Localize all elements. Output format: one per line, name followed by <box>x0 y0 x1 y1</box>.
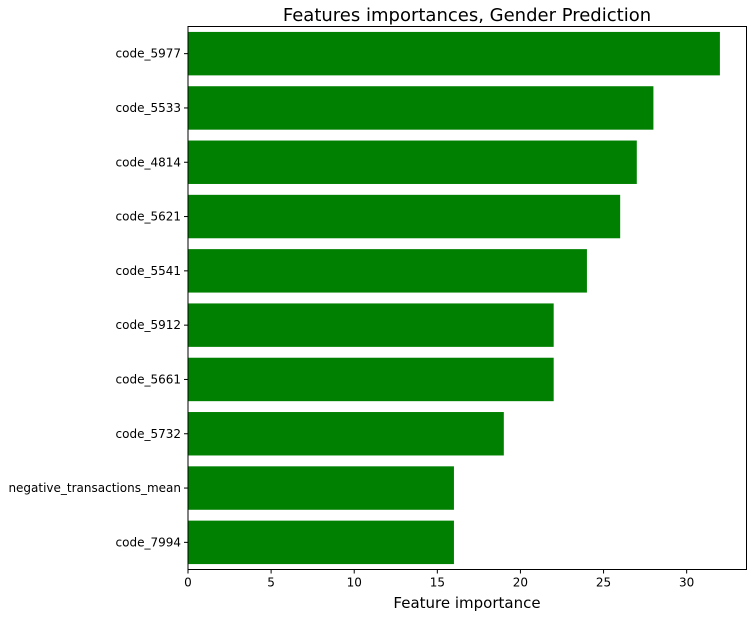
y-tick-label: code_4814 <box>116 155 181 169</box>
bar-code-5912 <box>188 303 554 347</box>
y-axis-ticks: code_5977 code_5533 code_4814 code_5621code… <box>8 47 188 549</box>
bar-code-5541 <box>188 249 587 293</box>
bar-code-5661 <box>188 357 554 402</box>
bar-negative-transactions-mean <box>188 466 454 510</box>
x-tick-label: 30 <box>679 576 694 590</box>
y-tick-label: code_5533 <box>116 101 181 115</box>
x-axis-label: Feature importance <box>393 594 540 612</box>
bar-code-4814 <box>188 140 637 184</box>
y-tick-label: code_5732 <box>116 427 181 441</box>
x-tick-label: 25 <box>596 576 611 590</box>
bar-code-7994 <box>188 520 454 565</box>
x-tick-label: 15 <box>430 576 445 590</box>
y-tick-label: negative_transactions_mean <box>8 481 181 495</box>
y-tick-label: code_5977 <box>116 47 181 61</box>
x-axis-ticks: 0 5 10 15 20 25 30 <box>184 569 694 590</box>
x-tick-label: 10 <box>347 576 362 590</box>
y-tick-label: code_5621 <box>116 210 181 224</box>
bar-code-5533 <box>188 86 654 130</box>
y-tick-label: code_5541 <box>116 264 181 278</box>
bar-code-5621 <box>188 194 621 239</box>
x-tick-label: 5 <box>267 576 275 590</box>
chart-title: Features importances, Gender Prediction <box>283 5 651 26</box>
bar-code-5732 <box>188 412 504 456</box>
y-tick-label: code_7994 <box>116 535 181 549</box>
x-tick-label: 0 <box>184 576 192 590</box>
y-tick-label: code_5912 <box>116 318 181 332</box>
bars-group <box>188 31 720 565</box>
y-tick-label: code_5661 <box>116 372 181 386</box>
x-tick-label: 20 <box>513 576 528 590</box>
bar-code-5977 <box>188 31 720 76</box>
plot-frame <box>187 26 747 570</box>
